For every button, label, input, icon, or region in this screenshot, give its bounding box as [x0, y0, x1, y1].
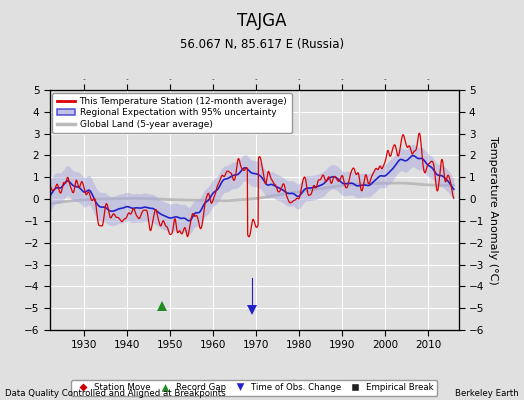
- Text: Berkeley Earth: Berkeley Earth: [455, 389, 519, 398]
- Text: Data Quality Controlled and Aligned at Breakpoints: Data Quality Controlled and Aligned at B…: [5, 389, 226, 398]
- Text: 56.067 N, 85.617 E (Russia): 56.067 N, 85.617 E (Russia): [180, 38, 344, 51]
- Legend: Station Move, Record Gap, Time of Obs. Change, Empirical Break: Station Move, Record Gap, Time of Obs. C…: [71, 380, 437, 396]
- Text: TAJGA: TAJGA: [237, 12, 287, 30]
- Y-axis label: Temperature Anomaly (°C): Temperature Anomaly (°C): [488, 136, 498, 284]
